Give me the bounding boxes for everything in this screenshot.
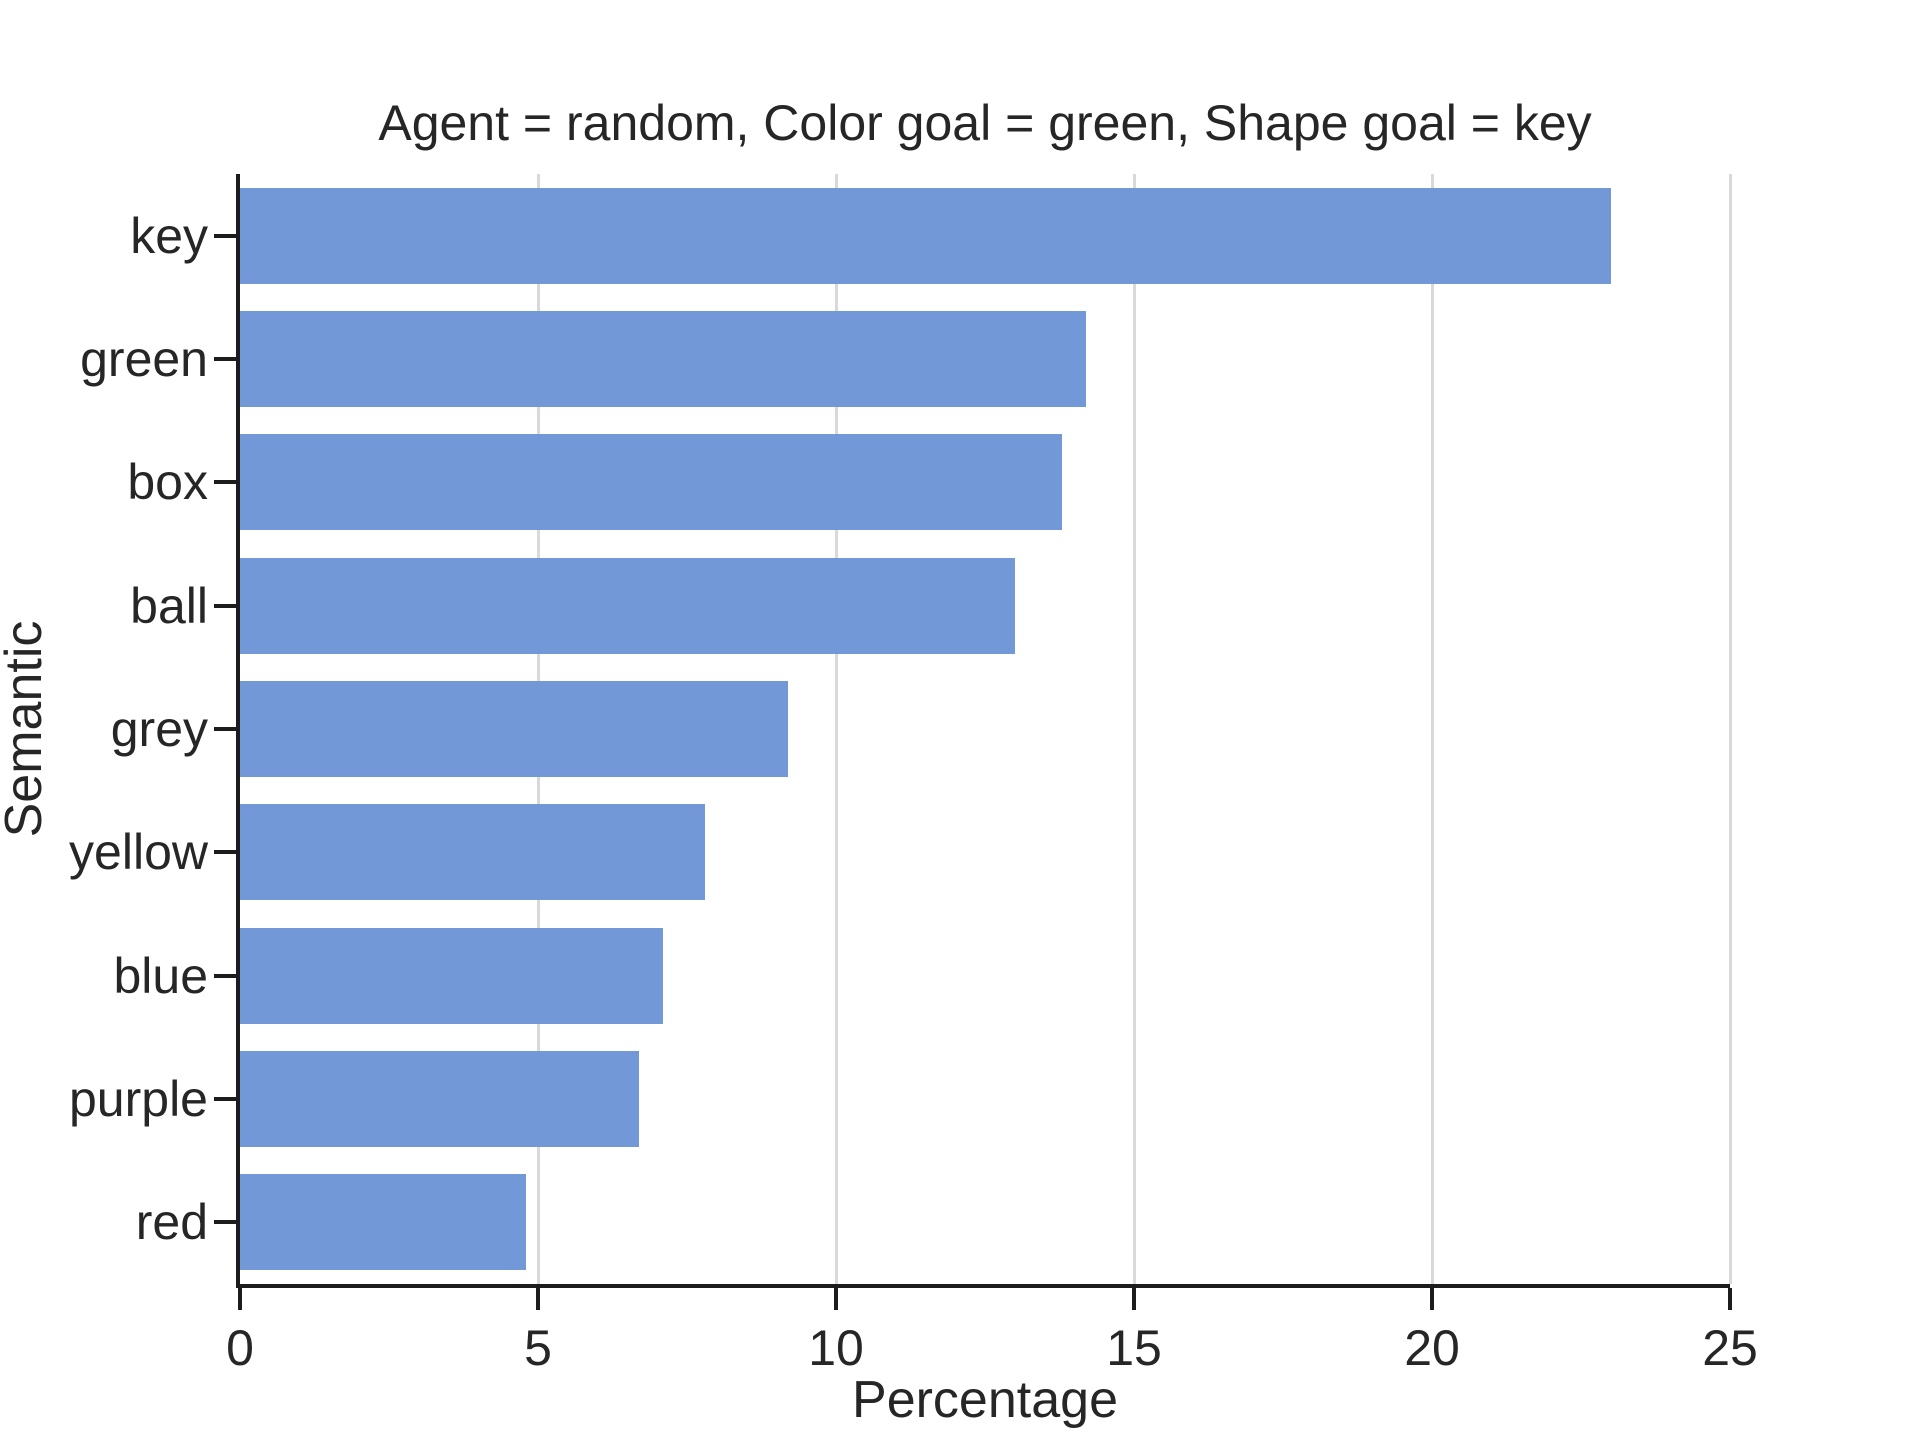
y-tick-mark bbox=[214, 233, 236, 238]
x-tick-mark bbox=[1430, 1288, 1434, 1310]
bar-grey bbox=[240, 681, 789, 777]
y-tick-label-purple: purple bbox=[69, 1071, 208, 1127]
x-tick-mark bbox=[1728, 1288, 1732, 1310]
x-tick-mark bbox=[238, 1288, 242, 1310]
y-tick-label-blue: blue bbox=[113, 947, 208, 1004]
bar-red bbox=[240, 1174, 527, 1271]
bar-blue bbox=[240, 927, 664, 1024]
y-tick-label-box: box bbox=[127, 454, 208, 511]
x-axis-spine bbox=[236, 1284, 1730, 1288]
y-tick-label-green: green bbox=[80, 331, 208, 387]
x-tick-label: 15 bbox=[1106, 1320, 1162, 1376]
y-tick-label-grey: grey bbox=[110, 701, 208, 757]
bar-key bbox=[240, 187, 1611, 284]
y-tick-mark bbox=[214, 973, 236, 978]
plot-area: Percentage 0 5 10 15 20 25 key green box ball grey… bbox=[69, 174, 1758, 1429]
x-tick-label: 10 bbox=[808, 1320, 864, 1376]
y-tick-label-ball: ball bbox=[130, 577, 208, 634]
y-tick-mark bbox=[214, 1220, 236, 1225]
x-tick-mark bbox=[536, 1288, 540, 1310]
y-tick-mark bbox=[214, 480, 236, 485]
x-tick-label: 0 bbox=[226, 1320, 254, 1376]
gridline-x-20 bbox=[1430, 174, 1434, 1284]
x-axis-label: Percentage bbox=[852, 1371, 1118, 1429]
gridline-x-25 bbox=[1728, 174, 1732, 1284]
x-tick-mark bbox=[1132, 1288, 1136, 1310]
x-tick-label: 25 bbox=[1702, 1320, 1758, 1376]
x-tick-label: 20 bbox=[1404, 1320, 1460, 1376]
y-tick-label-key: key bbox=[130, 207, 208, 264]
y-tick-label-red: red bbox=[135, 1194, 208, 1251]
y-axis-spine bbox=[236, 174, 240, 1288]
bar-yellow bbox=[240, 804, 705, 901]
bar-green bbox=[240, 311, 1087, 407]
chart-title: Agent = random, Color goal = green, Shap… bbox=[378, 95, 1592, 151]
y-tick-mark bbox=[214, 1097, 236, 1101]
y-tick-mark bbox=[214, 357, 236, 361]
y-axis-label: Semantic bbox=[0, 620, 53, 838]
y-tick-label-yellow: yellow bbox=[69, 824, 208, 881]
x-tick-label: 5 bbox=[524, 1320, 552, 1376]
x-tick-mark bbox=[834, 1288, 838, 1310]
y-tick-mark bbox=[214, 850, 236, 855]
gridline-x-15 bbox=[1132, 174, 1136, 1284]
y-tick-mark bbox=[214, 727, 236, 731]
bar-purple bbox=[240, 1051, 640, 1147]
y-tick-mark bbox=[214, 603, 236, 608]
gridline-x-10 bbox=[834, 174, 838, 1284]
bar-ball bbox=[240, 557, 1015, 654]
bar-box bbox=[240, 434, 1063, 531]
